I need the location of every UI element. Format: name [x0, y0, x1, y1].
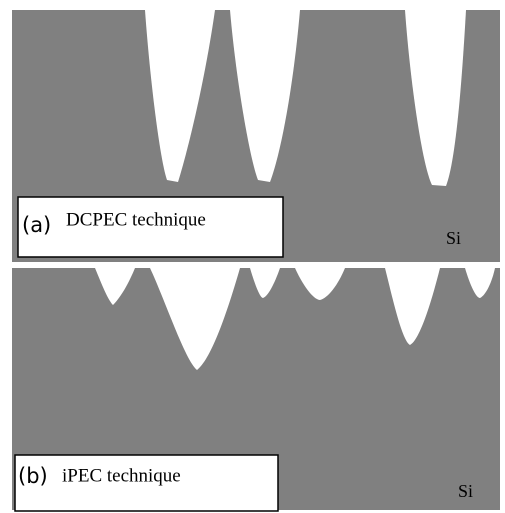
material-label: Si: [446, 228, 461, 248]
panel-letter: (b): [18, 464, 48, 488]
material-label: Si: [458, 481, 473, 501]
panel-label: iPEC technique: [62, 465, 181, 486]
panel-letter: (a): [22, 213, 51, 237]
figure: (a) DCPEC technique Si (b) iPEC techniqu…: [0, 0, 505, 513]
panel-label: DCPEC technique: [66, 209, 206, 230]
